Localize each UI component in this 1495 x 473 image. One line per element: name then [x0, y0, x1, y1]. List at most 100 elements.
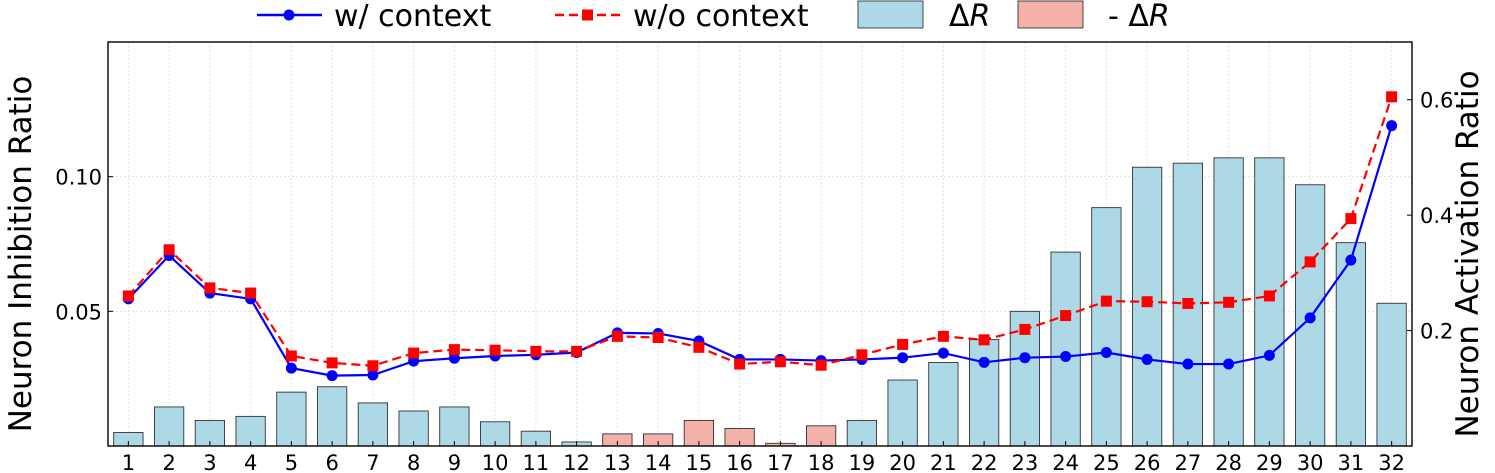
x-tick-label: 4: [244, 451, 257, 473]
marker-wo-context: [489, 344, 501, 356]
marker-wo-context: [1304, 256, 1316, 268]
x-tick-label: 24: [1052, 451, 1079, 473]
x-tick-label: 1: [122, 451, 135, 473]
marker-wo-context: [1263, 290, 1275, 302]
marker-wo-context: [611, 330, 623, 342]
bar-delta-r: [317, 386, 348, 447]
marker-wo-context: [1182, 297, 1194, 309]
marker-wo-context: [652, 331, 664, 343]
x-tick-label: 3: [203, 451, 216, 473]
marker-wo-context: [285, 350, 297, 362]
marker-wo-context: [856, 349, 868, 361]
y-right-tick-label: 0.2: [1420, 320, 1453, 344]
x-tick-label: 28: [1215, 451, 1242, 473]
x-tick-label: 32: [1378, 451, 1405, 473]
y-axis-right-title: Neuron Activation Ratio: [1450, 70, 1486, 437]
marker-w-context: [897, 352, 909, 364]
marker-wo-context: [1141, 296, 1153, 308]
marker-wo-context: [774, 356, 786, 368]
legend-swatch-neg-delta-r: [1017, 0, 1084, 29]
bar-delta-r: [969, 339, 1000, 447]
marker-wo-context: [448, 344, 460, 356]
x-tick-label: 26: [1134, 451, 1161, 473]
legend-label-wo-context: w/o context: [633, 0, 809, 34]
marker-wo-context: [1223, 296, 1235, 308]
y-left-tick-label: 0.10: [55, 166, 102, 190]
bar-delta-r: [1254, 157, 1285, 447]
legend-swatch-delta-r: [857, 0, 924, 29]
bar-delta-r: [1376, 302, 1407, 447]
marker-w-context: [285, 362, 297, 374]
bar-delta-r: [154, 406, 185, 447]
x-tick-label: 18: [808, 451, 835, 473]
marker-wo-context: [897, 338, 909, 350]
marker-wo-context: [937, 330, 949, 342]
marker-w-context: [1182, 358, 1194, 370]
marker-w-context: [978, 356, 990, 368]
marker-wo-context: [734, 358, 746, 370]
x-tick-label: 2: [162, 451, 175, 473]
x-tick-label: 22: [971, 451, 998, 473]
marker-w-context: [1223, 358, 1235, 370]
marker-w-context: [448, 352, 460, 364]
x-tick-label: 6: [325, 451, 338, 473]
x-tick-label: 8: [407, 451, 420, 473]
marker-wo-context: [530, 345, 542, 357]
bar-delta-r: [439, 406, 470, 447]
bar-delta-r: [1091, 207, 1122, 447]
marker-wo-context: [1386, 91, 1398, 103]
marker-w-context: [1019, 352, 1031, 364]
bar-delta-r: [276, 391, 307, 447]
legend-label-delta-r: ΔR: [949, 0, 990, 34]
x-tick-label: 23: [1012, 451, 1039, 473]
bar-delta-r: [928, 362, 959, 447]
x-tick-label: 13: [604, 451, 631, 473]
marker-wo-context: [122, 290, 134, 302]
marker-w-context: [1060, 351, 1072, 363]
bar-delta-r: [398, 410, 429, 447]
x-tick-label: 7: [366, 451, 379, 473]
x-tick-label: 30: [1297, 451, 1324, 473]
marker-wo-context: [571, 345, 583, 357]
marker-wo-context: [978, 334, 990, 346]
y-right-tick-label: 0.4: [1420, 204, 1453, 228]
bar-delta-r: [887, 379, 918, 447]
bar-delta-r: [357, 402, 388, 447]
marker-w-context: [1345, 254, 1357, 266]
legend-label-neg-delta-r: - ΔR: [1108, 0, 1170, 34]
x-tick-label: 11: [523, 451, 550, 473]
bar-delta-r: [1335, 242, 1366, 447]
marker-w-context: [326, 370, 338, 382]
x-tick-label: 25: [1093, 451, 1120, 473]
marker-w-context: [1304, 312, 1316, 324]
series-line-wo-context: [127, 96, 1393, 367]
marker-wo-context: [163, 244, 175, 256]
marker-w-context: [1141, 353, 1153, 365]
legend: w/ context w/o context ΔR - ΔR: [257, 0, 1170, 34]
x-tick-label: 5: [285, 451, 298, 473]
x-tick-label: 21: [930, 451, 957, 473]
marker-wo-context: [245, 287, 257, 299]
x-tick-label: 10: [482, 451, 509, 473]
legend-label-w-context: w/ context: [334, 0, 491, 34]
x-tick-label: 29: [1256, 451, 1283, 473]
marker-w-context: [1263, 349, 1275, 361]
x-tick-label: 16: [726, 451, 753, 473]
marker-wo-context: [1060, 310, 1072, 322]
marker-wo-context: [815, 359, 827, 371]
x-tick-label: 27: [1175, 451, 1202, 473]
x-tick-label: 17: [767, 451, 794, 473]
x-tick-label: 19: [849, 451, 876, 473]
marker-wo-context: [408, 347, 420, 359]
ratio-lines: [122, 91, 1398, 382]
marker-w-context: [1100, 347, 1112, 359]
marker-wo-context: [204, 282, 216, 294]
marker-wo-context: [1100, 295, 1112, 307]
x-tick-label: 31: [1338, 451, 1365, 473]
x-tick-label: 20: [889, 451, 916, 473]
x-tick-label: 14: [645, 451, 672, 473]
marker-wo-context: [693, 341, 705, 353]
marker-w-context: [1386, 120, 1398, 132]
marker-wo-context: [367, 360, 379, 372]
